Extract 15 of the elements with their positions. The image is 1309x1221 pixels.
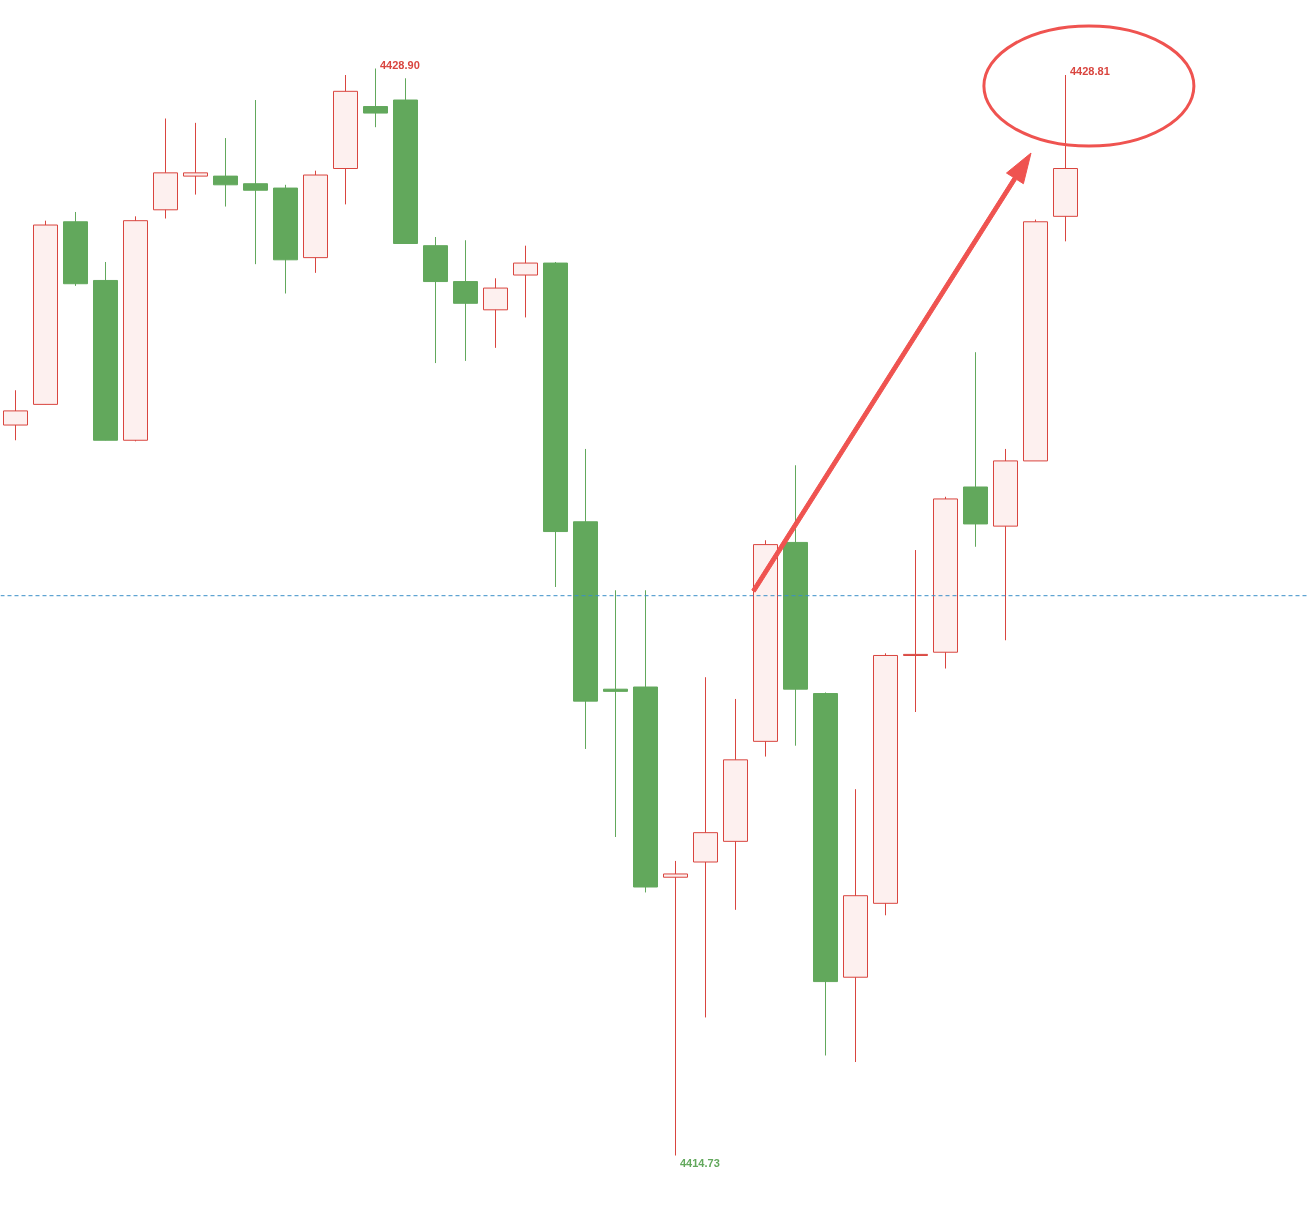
annotation: 4428.81 xyxy=(1070,65,1110,78)
candlestick xyxy=(3,389,28,441)
candlestick xyxy=(513,245,538,318)
candlestick xyxy=(363,68,388,128)
candlestick xyxy=(603,589,628,838)
annotation: 4428.90 xyxy=(380,58,420,71)
candlestick xyxy=(483,277,508,349)
candlestick xyxy=(903,549,928,713)
candlestick xyxy=(453,239,478,362)
text: 4414.73 xyxy=(680,1156,720,1169)
candlestick xyxy=(243,99,268,265)
candlestick xyxy=(183,122,208,196)
candlestick xyxy=(663,860,688,1156)
candlestick xyxy=(213,137,238,208)
candlestick xyxy=(693,676,718,1018)
